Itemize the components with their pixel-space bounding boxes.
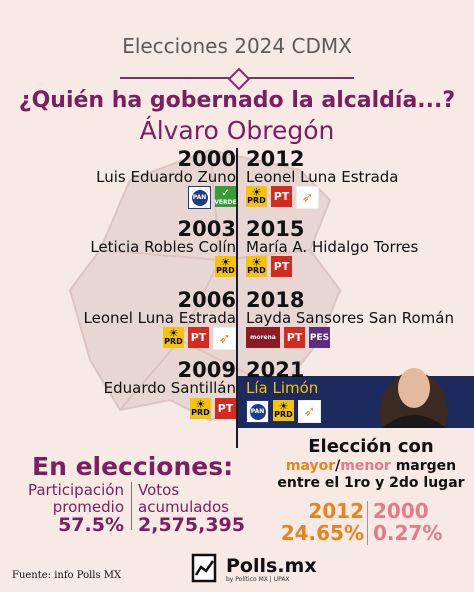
pollsmx-logo-icon [191,553,217,583]
party-logos-2006: ☀ PRD PT ➶ [163,327,236,350]
year-2018: 2018 [246,288,305,312]
year-2012: 2012 [246,147,305,171]
pt-logo: PT [215,398,236,419]
party-logos-2012: ☀ PRD PT ➶ [246,186,319,209]
alcaldia-name: Álvaro Obregón [139,116,335,145]
timeline-axis [236,148,238,448]
year-2015: 2015 [246,217,305,241]
prd-logo: ☀ PRD [246,256,267,277]
year-2000: 2000 [177,147,236,171]
pt-logo: PT [271,186,292,207]
margin-heading: Elección con [308,436,434,457]
movimiento-ciudadano-logo: ➶ [213,327,236,350]
prd-logo: ☀ PRD [163,327,184,348]
morena-logo: morena [246,327,280,348]
prd-logo: ☀ PRD [215,256,236,277]
pt-logo: PT [188,327,209,348]
pes-logo: PES [309,327,330,348]
min-margin-value: 0.27% [373,521,443,545]
votes-value: 2,575,395 [138,514,245,536]
mayor-name-2018: Layda Sansores San Román [246,309,454,327]
mayor-name-2006: Leonel Luna Estrada [83,309,236,327]
min-margin-year: 2000 [373,499,429,523]
party-logos-2021: PAN ☀ PRD ➶ [246,400,321,423]
margin-subheading: mayor/menor margen [285,458,457,474]
mayor-name-2009: Eduardo Santillán [103,379,236,397]
divider-ornament [227,67,251,91]
prd-logo: ☀ PRD [273,400,294,421]
party-logos-2015: ☀ PRD PT [246,256,292,277]
mayor-portrait [352,352,474,428]
question-heading: ¿Quién ha gobernado la alcaldía...? [18,88,456,113]
party-logos-2000: PAN ✓ VERDE [188,186,237,209]
year-2009: 2009 [177,358,236,382]
brand-name: Polls.mx [226,555,317,577]
margin-subheading-2: entre el 1ro y 2do lugar [277,475,465,491]
year-2021: 2021 [246,358,305,382]
pt-logo: PT [271,256,292,277]
mayor-name-2003: Leticia Robles Colín [90,238,236,256]
pt-logo: PT [284,327,305,348]
elections-heading: En elecciones: [32,452,234,481]
mayor-name-2015: María A. Hidalgo Torres [246,238,419,256]
participation-label: Participación promedio [27,481,124,516]
mayor-name-2000: Luis Eduardo Zuno [96,168,236,186]
source-note: Fuente: info Polls MX [12,570,122,581]
prd-logo: ☀ PRD [246,186,267,207]
year-2006: 2006 [177,288,236,312]
verde-logo: ✓ VERDE [214,186,237,207]
max-margin-value: 24.65% [280,521,364,545]
movimiento-ciudadano-logo: ➶ [298,400,321,423]
movimiento-ciudadano-logo: ➶ [296,186,319,209]
mayor-name-2021: Lía Limón [246,379,319,397]
pan-logo: PAN [188,186,211,209]
participation-value: 57.5% [58,514,124,536]
prd-logo: ☀ PRD [190,398,211,419]
party-logos-2009: ☀ PRD PT [190,398,236,419]
year-2003: 2003 [177,217,236,241]
brand-subtitle: by Político MX | UPAX [226,576,290,583]
mayor-name-2012: Leonel Luna Estrada [246,168,399,186]
pan-logo: PAN [246,400,269,423]
max-margin-year: 2012 [308,499,364,523]
page-title: Elecciones 2024 CDMX [122,34,352,58]
margin-divider [367,501,368,545]
stats-divider [131,482,132,530]
votes-label: Votos acumulados [138,481,229,516]
party-logos-2018: morena PT PES [246,327,330,348]
party-logos-2003: ☀ PRD [215,256,236,277]
